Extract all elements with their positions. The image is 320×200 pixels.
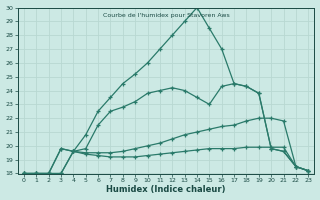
X-axis label: Humidex (Indice chaleur): Humidex (Indice chaleur): [106, 185, 226, 194]
Text: Courbe de l'humidex pour Stavoren Aws: Courbe de l'humidex pour Stavoren Aws: [103, 13, 229, 18]
